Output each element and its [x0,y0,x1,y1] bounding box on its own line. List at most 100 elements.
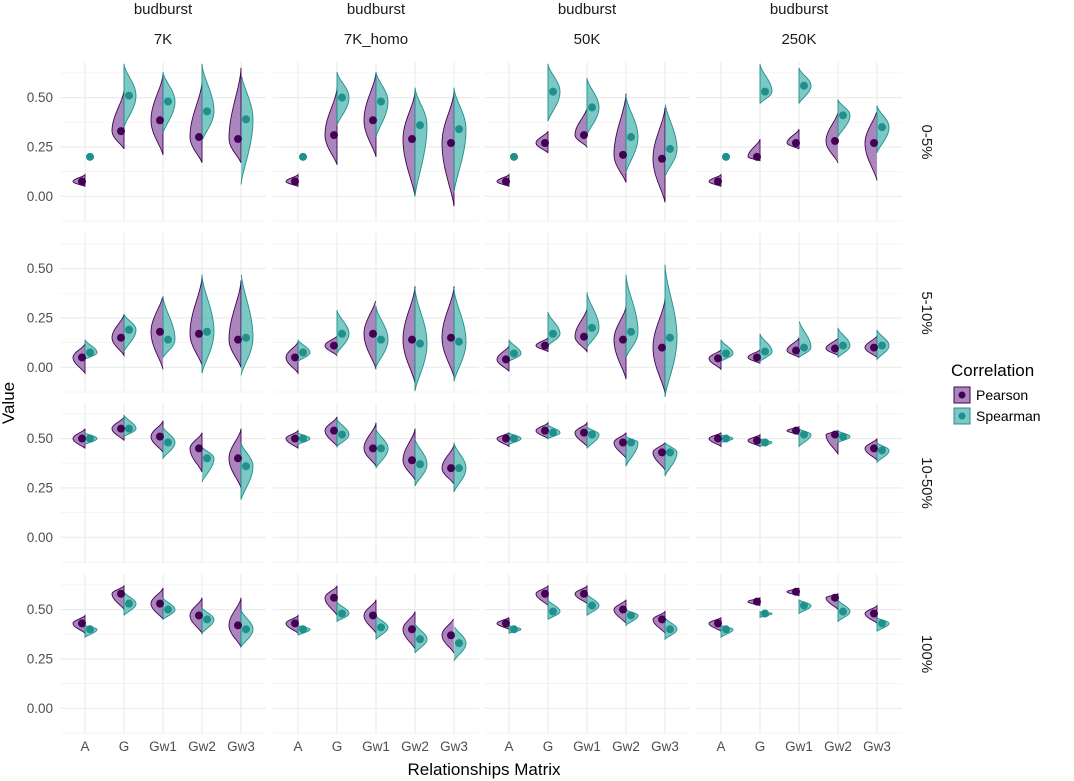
point-spearman [510,349,518,358]
point-pearson [408,335,416,344]
point-pearson [234,454,242,463]
point-pearson [658,343,666,352]
violin-pearson [825,113,839,163]
point-spearman [510,152,518,161]
point-pearson [195,329,203,338]
point-spearman [839,341,847,350]
column-strip-label: 250K [781,31,816,48]
x-tick-label: Gw2 [824,739,852,754]
point-spearman [761,87,769,96]
point-spearman [666,333,674,342]
point-pearson [541,589,549,598]
column-strip-label: 7K_homo [344,31,408,48]
point-spearman [627,133,635,142]
point-pearson [447,333,455,342]
point-spearman [164,438,172,447]
violin-spearman [664,264,678,398]
y-tick-label: 0.50 [27,261,53,276]
point-spearman [299,152,307,161]
point-pearson [447,631,455,640]
violin-spearman [453,87,467,193]
point-spearman [455,639,463,648]
point-spearman [242,333,250,342]
x-tick-label: Gw3 [227,739,255,754]
violin-pearson [189,81,203,163]
point-pearson [117,424,125,433]
point-pearson [234,621,242,630]
point-spearman [878,446,886,455]
point-spearman [722,349,730,358]
violin-spearman [664,442,678,477]
violin-spearman [201,447,215,483]
point-spearman [125,599,133,608]
point-spearman [800,430,808,439]
violin-pearson [402,91,416,197]
point-spearman [510,434,518,443]
y-tick-label: 0.50 [27,90,53,105]
point-pearson [541,341,549,350]
y-tick-label: 0.00 [27,701,53,716]
point-pearson [870,343,878,352]
point-spearman [86,625,94,634]
violin-spearman [547,311,561,346]
y-tick-label: 0.00 [27,530,53,545]
row-strip-label: 5-10% [918,291,935,334]
point-spearman [416,460,424,469]
point-pearson [195,611,203,620]
point-spearman [588,323,596,332]
violin-pearson [189,276,203,366]
point-spearman [455,337,463,346]
point-pearson [580,332,588,341]
point-pearson [330,593,338,602]
point-spearman [416,635,424,644]
point-spearman [627,611,635,620]
point-spearman [338,430,346,439]
point-pearson [831,344,839,353]
legend-swatch-dot [958,391,966,399]
x-tick-label: G [119,739,130,754]
point-spearman [299,434,307,443]
x-tick-label: Gw3 [863,739,891,754]
point-pearson [502,434,510,443]
violin-spearman [414,87,428,197]
point-pearson [291,177,299,186]
x-tick-label: G [332,739,343,754]
column-strip-group: budburst [558,1,617,18]
point-pearson [831,593,839,602]
x-tick-label: A [293,739,302,754]
violin-pearson [613,93,627,183]
point-spearman [549,329,557,338]
point-pearson [234,335,242,344]
point-spearman [299,625,307,634]
point-spearman [416,339,424,348]
violin-pearson [324,585,338,616]
x-tick-label: Gw2 [188,739,216,754]
violin-pearson [613,306,627,380]
point-spearman [86,348,94,357]
y-tick-label: 0.00 [27,189,53,204]
x-tick-label: A [716,739,725,754]
y-axis-title: Value [0,382,18,424]
y-tick-label: 0.25 [27,651,53,666]
point-spearman [377,623,385,632]
point-pearson [792,426,800,435]
violin-pearson [189,432,203,473]
point-pearson [234,135,242,144]
point-pearson [870,609,878,618]
y-tick-label: 0.50 [27,431,53,446]
point-pearson [619,150,627,159]
point-pearson [447,138,455,147]
point-pearson [619,335,627,344]
point-pearson [330,131,338,140]
violin-spearman [240,274,254,376]
point-spearman [722,625,730,634]
x-tick-label: Gw3 [440,739,468,754]
x-tick-label: G [543,739,554,754]
violin-pearson [574,307,588,353]
point-spearman [86,434,94,443]
point-pearson [792,587,800,596]
point-pearson [195,444,203,453]
point-pearson [658,154,666,163]
x-tick-label: Gw2 [401,739,429,754]
row-strip-label: 10-50% [918,457,935,509]
